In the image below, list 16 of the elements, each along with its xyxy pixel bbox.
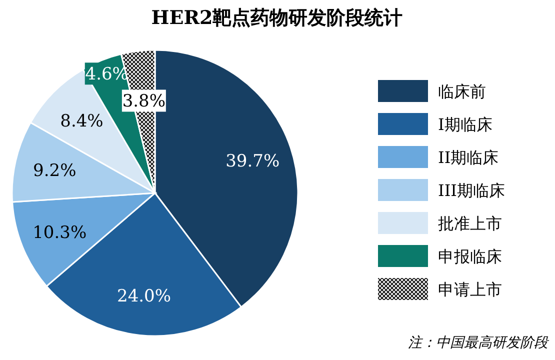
data-label: 24.0% (117, 286, 172, 306)
data-label: 10.3% (32, 222, 87, 243)
data-label: 3.8% (122, 92, 166, 112)
legend-label: 批准上市 (438, 214, 502, 233)
data-label: 4.6% (85, 64, 128, 85)
data-label: 9.2% (33, 160, 76, 181)
legend-label: 申请上市 (438, 280, 502, 299)
legend-label: 临床前 (438, 82, 486, 101)
legend-label: III期临床 (438, 181, 505, 200)
legend-label: II期临床 (438, 148, 499, 167)
chart-title: HER2靶点药物研发阶段统计 (151, 7, 403, 29)
text: 注：中国最高研发阶段 (408, 335, 550, 351)
legend-label: I期临床 (438, 115, 492, 134)
legend-label: 申报临床 (438, 247, 502, 266)
data-label: 8.4% (60, 112, 104, 132)
data-label: 39.7% (226, 151, 280, 172)
